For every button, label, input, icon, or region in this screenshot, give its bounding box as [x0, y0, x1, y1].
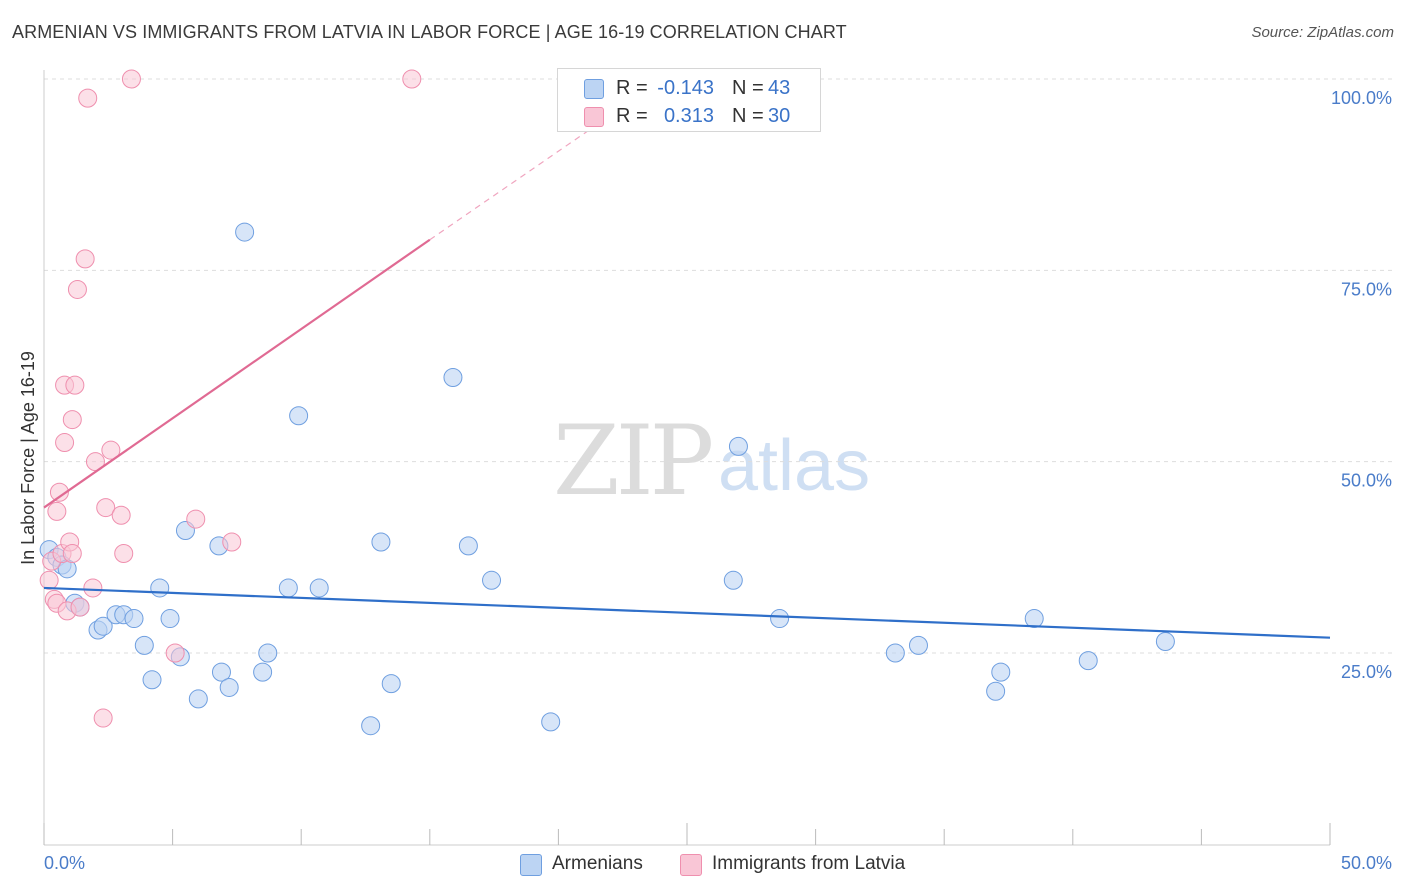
armenians-point [1078, 651, 1098, 671]
armenians-point [258, 643, 278, 663]
latvia-points [39, 69, 422, 728]
latvia-point [75, 249, 95, 269]
armenians-point [142, 670, 162, 690]
n-label: N = [732, 77, 764, 99]
armenians-point [278, 578, 298, 598]
latvia-point [222, 532, 242, 552]
y-tick-label: 75.0% [1341, 279, 1392, 299]
r-label: R = [616, 105, 648, 127]
x-tick-label: 50.0% [1341, 853, 1392, 873]
n-value: 30 [768, 105, 791, 127]
armenians-point [235, 222, 255, 242]
armenians-point [309, 578, 329, 598]
correlation-legend: R = -0.143 N = 43 R = 0.313 N = 30 [557, 68, 821, 132]
armenians-point [541, 712, 561, 732]
latvia-point [47, 501, 67, 521]
armenians-point [361, 716, 381, 736]
latvia-point [402, 69, 422, 89]
armenians-point [93, 616, 113, 636]
armenians-point [211, 662, 231, 682]
armenians-point [188, 689, 208, 709]
latvia-point [165, 643, 185, 663]
armenians-point [443, 367, 463, 387]
r-value: 0.313 [663, 105, 714, 127]
latvia-trend-line [43, 238, 431, 509]
source-label: Source: ZipAtlas.com [1251, 24, 1394, 41]
blue-swatch-icon [584, 79, 604, 99]
latvia-point [114, 544, 134, 564]
legend-row-armenians: R = -0.143 N = 43 [558, 73, 820, 101]
n-label: N = [732, 105, 764, 127]
blue-swatch-icon [520, 854, 542, 876]
axes [43, 70, 1331, 846]
y-tick-label: 25.0% [1341, 662, 1392, 682]
latvia-point [111, 505, 131, 525]
armenians-point [289, 406, 309, 426]
armenians-point [723, 570, 743, 590]
latvia-point [96, 498, 116, 518]
armenians-point [124, 609, 144, 629]
latvia-point [67, 279, 87, 299]
armenians-point [885, 643, 905, 663]
watermark-zip: ZIP [553, 405, 714, 517]
armenians-point [908, 635, 928, 655]
trend-lines [43, 97, 1331, 639]
latvia-point [121, 69, 141, 89]
armenians-point [253, 662, 273, 682]
latvia-point [70, 597, 90, 617]
latvia-point [93, 708, 113, 728]
armenians-point [134, 635, 154, 655]
latvia-trend-extension [429, 97, 636, 241]
armenians-point [150, 578, 170, 598]
latvia-point [62, 544, 82, 564]
latvia-point [49, 482, 69, 502]
latvia-point [55, 433, 75, 453]
armenians-point [371, 532, 391, 552]
armenians-point [381, 674, 401, 694]
legend-row-latvia: R = 0.313 N = 30 [558, 101, 820, 129]
r-label: R = [616, 77, 648, 99]
armenians-point [991, 662, 1011, 682]
latvia-point [65, 375, 85, 395]
armenians-trend-line [43, 586, 1331, 639]
latvia-point [39, 570, 59, 590]
latvia-point [62, 410, 82, 430]
latvia-point [186, 509, 206, 529]
legend-label: Immigrants from Latvia [712, 853, 906, 874]
latvia-point [78, 88, 98, 108]
y-tick-label: 100.0% [1331, 88, 1392, 108]
armenians-point [1024, 609, 1044, 629]
y-axis-title: In Labor Force | Age 16-19 [18, 351, 38, 565]
chart-title: ARMENIAN VS IMMIGRANTS FROM LATVIA IN LA… [12, 22, 847, 42]
armenians-point [728, 436, 748, 456]
n-value: 43 [768, 77, 791, 99]
axis-labels: 25.0% 50.0% 75.0% 100.0% 0.0% 50.0% In Labor F… [18, 88, 1392, 873]
armenians-points [39, 222, 1175, 736]
armenians-point [1155, 632, 1175, 652]
armenians-point [770, 609, 790, 629]
armenians-point [458, 536, 478, 556]
armenians-point [986, 681, 1006, 701]
legend-label: Armenians [552, 853, 643, 874]
pink-swatch-icon [680, 854, 702, 876]
latvia-point [83, 578, 103, 598]
armenians-point [219, 677, 239, 697]
armenians-point [482, 570, 502, 590]
armenians-point [160, 609, 180, 629]
y-tick-label: 50.0% [1341, 471, 1392, 491]
r-value: -0.143 [657, 77, 714, 99]
pink-swatch-icon [584, 107, 604, 127]
series-legend: Armenians Immigrants from Latvia [0, 852, 1406, 876]
x-tick-label: 0.0% [44, 853, 85, 873]
latvia-point [101, 440, 121, 460]
